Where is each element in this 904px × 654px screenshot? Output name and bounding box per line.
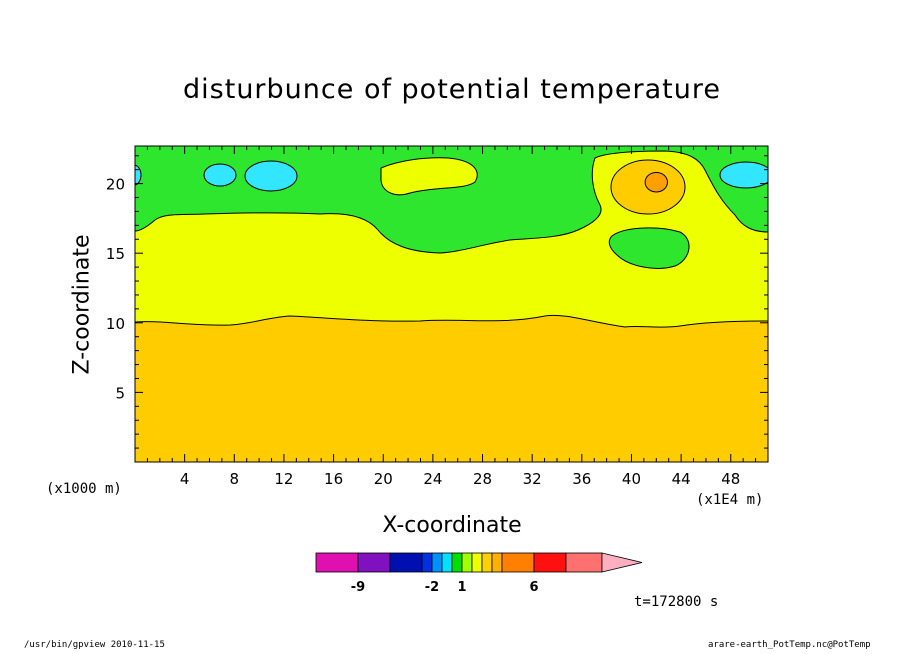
x-tick-label: 44 [672, 470, 691, 488]
x-unit-label-right: (x1E4 m) [696, 492, 764, 508]
footer-source: arare-earth_PotTemp.nc@PotTemp [708, 640, 871, 650]
x-tick-label: 36 [572, 470, 591, 488]
footer-command: /usr/bin/gpview 2010-11-15 [24, 640, 165, 650]
colorbar-segment [315, 552, 359, 573]
plot-frame [134, 145, 769, 463]
colorbar-label: 1 [457, 580, 466, 595]
colorbar-segment [565, 552, 603, 573]
region-cyan-patch [203, 163, 237, 187]
x-unit-label-left: (x1000 m) [46, 481, 122, 497]
colorbar-segment [451, 552, 463, 573]
colorbar-arrow [601, 552, 643, 573]
region-cyan-patch [135, 164, 142, 186]
y-tick-label: 5 [115, 384, 125, 402]
y-tick-label: 15 [106, 245, 125, 263]
x-tick-label: 28 [473, 470, 492, 488]
region-cyan-patch [244, 160, 298, 192]
x-tick-label: 40 [622, 470, 641, 488]
colorbar-segment [441, 552, 453, 573]
time-label: t=172800 s [634, 594, 719, 610]
x-tick-label: 24 [423, 470, 442, 488]
colorbar-segment [533, 552, 567, 573]
x-tick-label: 8 [230, 470, 240, 488]
colorbar-segment [421, 552, 433, 573]
region-cyan-patch [719, 161, 768, 189]
colorbar-segment [491, 552, 503, 573]
colorbar-segment [501, 552, 535, 573]
colorbar: -9 -2 1 6 [315, 552, 643, 595]
x-tick-label: 48 [721, 470, 740, 488]
y-axis-label: Z-coordinate [69, 234, 95, 375]
contour-fill-regions [135, 146, 768, 462]
x-tick-label: 4 [180, 470, 190, 488]
y-axis: 5 10 15 20 [106, 155, 768, 449]
y-tick-label: 20 [106, 176, 125, 194]
colorbar-segment [461, 552, 473, 573]
colorbar-label: -2 [425, 580, 439, 595]
chart-title: disturbunce of potential temperature [183, 74, 721, 105]
x-tick-label: 16 [324, 470, 343, 488]
region-yellow-patch [380, 157, 478, 196]
x-tick-label: 20 [374, 470, 393, 488]
colorbar-segment [431, 552, 443, 573]
colorbar-label: 6 [529, 580, 538, 595]
region-green-patch [608, 227, 690, 269]
colorbar-label: -9 [351, 580, 365, 595]
x-axis: 4 8 12 16 20 24 28 32 36 40 44 48 [146, 146, 757, 488]
x-tick-label: 12 [274, 470, 293, 488]
colorbar-segment [357, 552, 391, 573]
x-axis-label: X-coordinate [382, 513, 522, 538]
colorbar-segment [471, 552, 483, 573]
region-orange-peak [644, 171, 668, 193]
x-tick-label: 32 [523, 470, 542, 488]
colorbar-segment [389, 552, 423, 573]
y-tick-label: 10 [106, 315, 125, 333]
colorbar-segment [481, 552, 493, 573]
